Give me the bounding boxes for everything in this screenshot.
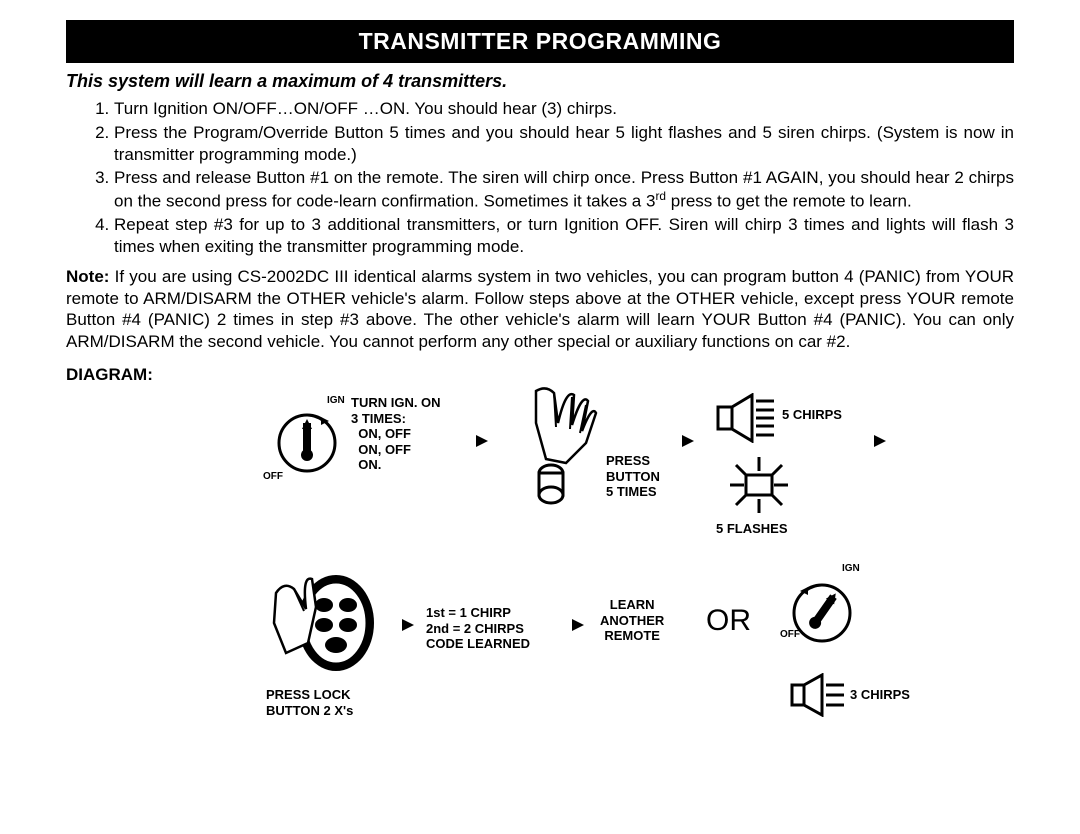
step-1: Turn Ignition ON/OFF…ON/OFF …ON. You sho… [114, 98, 1014, 120]
step-3-sup: rd [655, 189, 666, 203]
diagram-area: IGN OFF TURN IGN. ON 3 TIMES: ON, OFF ON… [186, 393, 1014, 753]
subtitle: This system will learn a maximum of 4 tr… [66, 71, 1014, 92]
remote-hand-icon [266, 563, 386, 687]
ign-label-bot: IGN [842, 563, 860, 575]
diagram-label: DIAGRAM: [66, 365, 1014, 385]
press-button-text: PRESS BUTTON 5 TIMES [606, 453, 660, 500]
arrow-1 [476, 435, 488, 451]
turn-ign-text: TURN IGN. ON 3 TIMES: ON, OFF ON, OFF ON… [351, 395, 441, 473]
press-lock-text: PRESS LOCK BUTTON 2 X's [266, 687, 353, 718]
step-3: Press and release Button #1 on the remot… [114, 167, 1014, 212]
arrow-2 [682, 435, 694, 451]
speaker-3chirps-icon [790, 673, 846, 721]
or-text: OR [706, 603, 751, 639]
note-paragraph: Note: If you are using CS-2002DC III ide… [66, 266, 1014, 353]
note-body: If you are using CS-2002DC III identical… [66, 267, 1014, 351]
note-label: Note: [66, 267, 109, 286]
speaker-5chirps-icon [716, 393, 776, 447]
chirps3-text: 3 CHIRPS [850, 687, 910, 703]
learn-another-text: LEARN ANOTHER REMOTE [600, 597, 664, 644]
hand-press-icon [496, 383, 616, 517]
flashes5-text: 5 FLASHES [716, 521, 788, 537]
document-page: TRANSMITTER PROGRAMMING This system will… [0, 0, 1080, 834]
ign-label-top: IGN [327, 395, 345, 407]
chirps5-text: 5 CHIRPS [782, 407, 842, 423]
step-3-suffix: press to get the remote to learn. [666, 192, 912, 211]
section-header: TRANSMITTER PROGRAMMING [66, 20, 1014, 63]
chirp-learn-text: 1st = 1 CHIRP 2nd = 2 CHIRPS CODE LEARNE… [426, 605, 530, 652]
arrow-4 [402, 619, 414, 635]
off-label-bot: OFF [780, 629, 800, 641]
off-label-top: OFF [263, 471, 283, 483]
arrow-5 [572, 619, 584, 635]
arrow-3 [874, 435, 886, 451]
step-2: Press the Program/Override Button 5 time… [114, 122, 1014, 166]
flash-icon [724, 455, 794, 519]
ignition-top-icon: IGN OFF [271, 393, 343, 489]
ignition-bottom-icon: IGN OFF [786, 563, 858, 659]
steps-list: Turn Ignition ON/OFF…ON/OFF …ON. You sho… [66, 98, 1014, 258]
step-4: Repeat step #3 for up to 3 additional tr… [114, 214, 1014, 258]
